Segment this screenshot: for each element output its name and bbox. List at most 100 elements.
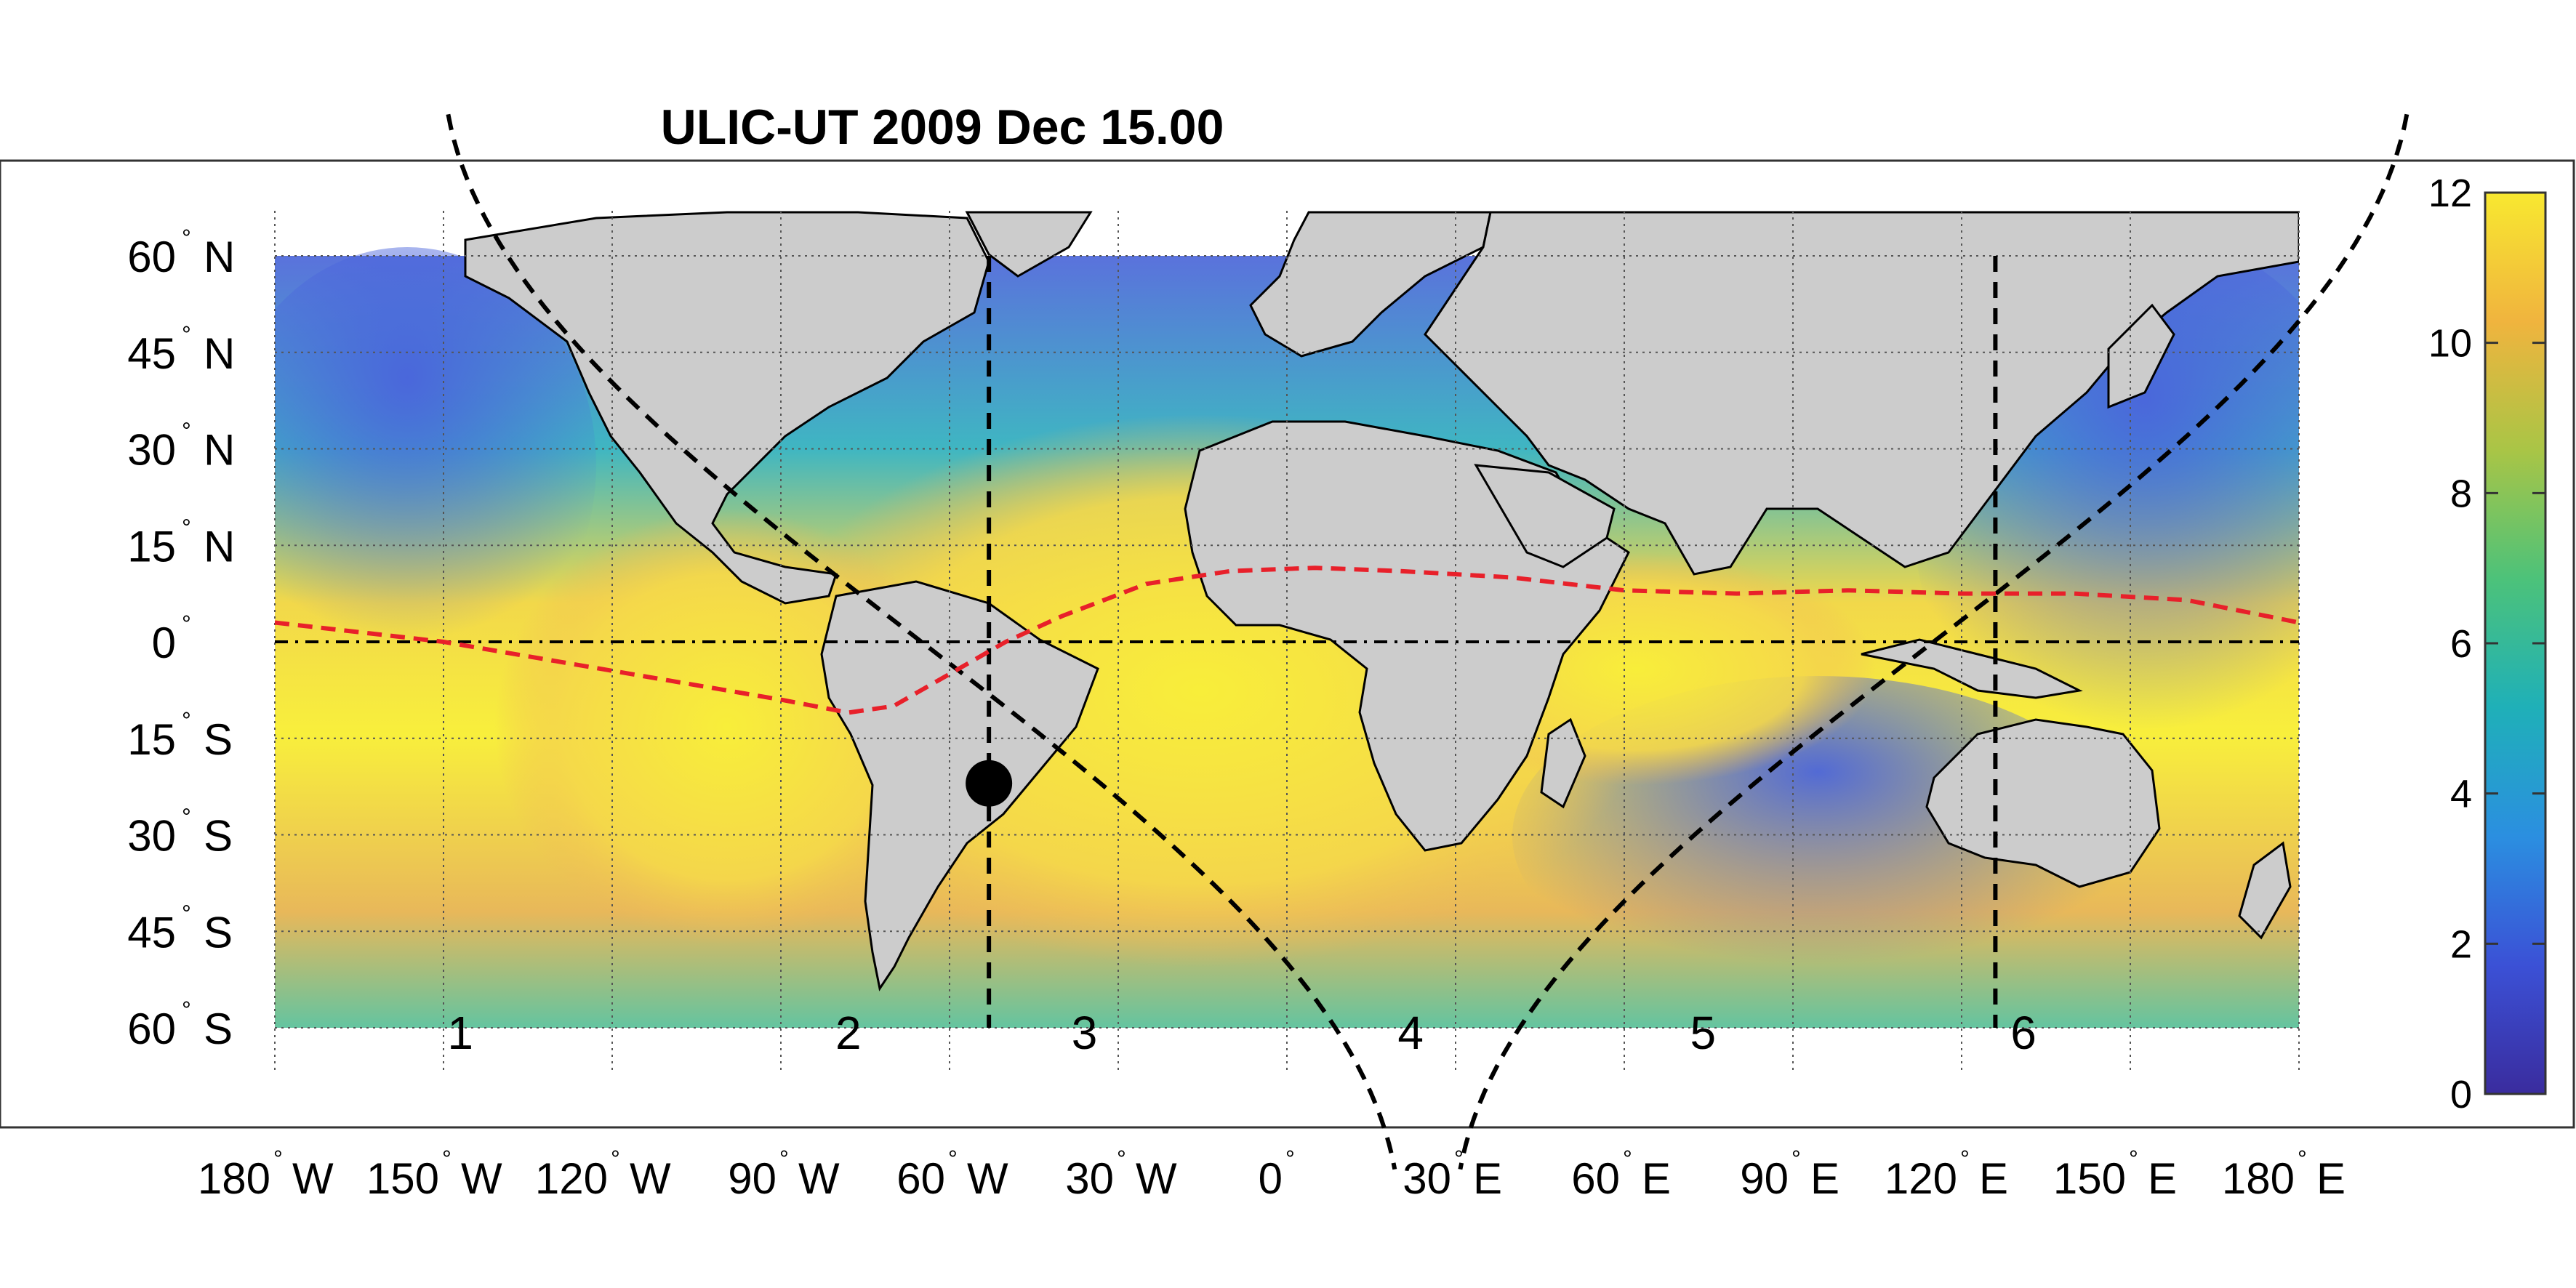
figure-title: ULIC-UT 2009 Dec 15.00	[661, 100, 1224, 155]
degree-symbol: °	[182, 611, 191, 637]
lon-direction: W	[461, 1154, 502, 1203]
land-masses	[464, 211, 2299, 991]
lon-tick-label: 90 ° E	[1740, 1146, 1839, 1203]
degree-symbol: °	[182, 997, 191, 1023]
lat-degree-value: 45	[127, 329, 176, 378]
colorbar-tick-label: 2	[2450, 922, 2472, 966]
australia-land	[1925, 718, 2161, 888]
lat-degree-value: 45	[127, 908, 176, 957]
degree-symbol: °	[1623, 1146, 1632, 1172]
degree-symbol: °	[2298, 1146, 2307, 1172]
lon-tick-label: 90 ° W	[728, 1146, 840, 1203]
lon-degree-value: 180	[198, 1154, 270, 1203]
lat-degree-value: 15	[127, 522, 176, 571]
lon-direction: E	[1642, 1154, 1671, 1203]
lon-degree-value: 150	[2053, 1154, 2126, 1203]
new-zealand-land	[2238, 841, 2292, 940]
region-number-label: 4	[1397, 1007, 1424, 1059]
lat-direction: S	[204, 715, 233, 764]
lat-tick-label: 15 ° N	[127, 514, 235, 571]
lon-direction: W	[292, 1154, 334, 1203]
lat-direction: N	[204, 522, 235, 571]
lat-degree-value: 60	[127, 233, 176, 281]
degree-symbol: °	[1117, 1146, 1126, 1172]
lon-degree-value: 120	[1885, 1154, 1957, 1203]
lon-direction: E	[1810, 1154, 1839, 1203]
region-labels: 1 2 3 4 5 6	[447, 1007, 2036, 1059]
colorbar-ticks: 0 2 4 6 8 10 12	[2428, 172, 2545, 1116]
lon-direction: E	[2316, 1154, 2346, 1203]
region-number-label: 2	[835, 1007, 862, 1059]
lat-tick-label: 60 ° N	[127, 225, 235, 281]
degree-symbol: °	[779, 1146, 789, 1172]
lon-tick-label: 30 ° W	[1065, 1146, 1177, 1203]
north-america-land	[464, 211, 990, 605]
degree-symbol: °	[182, 707, 191, 733]
colorbar-tick-label: 8	[2450, 472, 2472, 515]
degree-symbol: °	[1285, 1146, 1295, 1172]
lat-tick-label: 0 °	[152, 611, 191, 667]
degree-symbol: °	[182, 225, 191, 251]
degree-symbol: °	[182, 804, 191, 830]
degree-symbol: °	[1791, 1146, 1801, 1172]
lon-degree-value: 90	[728, 1154, 777, 1203]
region-number-label: 5	[1690, 1007, 1716, 1059]
lat-tick-label: 60 ° S	[127, 997, 233, 1053]
degree-symbol: °	[273, 1146, 283, 1172]
station-marker	[966, 760, 1013, 807]
latitude-labels: 60 ° N45 ° N30 ° N15 ° N0 °15 ° S30 ° S45 ° S60 ° S	[127, 225, 235, 1053]
lon-degree-value: 150	[366, 1154, 439, 1203]
lon-tick-label: 150 ° E	[2053, 1146, 2177, 1203]
degree-symbol: °	[948, 1146, 958, 1172]
degree-symbol: °	[182, 418, 191, 444]
lon-degree-value: 0	[1259, 1154, 1283, 1203]
lat-tick-label: 15 ° S	[127, 707, 233, 764]
degree-symbol: °	[611, 1146, 620, 1172]
lon-tick-label: 60 ° E	[1571, 1146, 1671, 1203]
lon-tick-label: 120 ° E	[1885, 1146, 2008, 1203]
lon-degree-value: 60	[1571, 1154, 1620, 1203]
lat-direction: N	[204, 233, 235, 281]
lat-direction: N	[204, 426, 235, 475]
lon-direction: W	[1136, 1154, 1177, 1203]
lon-direction: W	[630, 1154, 671, 1203]
degree-symbol: °	[182, 514, 191, 540]
lat-direction: S	[204, 1005, 233, 1053]
colorbar-tick-label: 4	[2450, 773, 2472, 816]
lon-tick-label: 30 ° E	[1403, 1146, 1502, 1203]
colorbar-tick-label: 12	[2428, 172, 2472, 215]
graticule	[274, 211, 2300, 1072]
colorbar-tick-label: 0	[2450, 1073, 2472, 1116]
lon-tick-label: 120 ° W	[535, 1146, 671, 1203]
lon-tick-label: 150 ° W	[366, 1146, 502, 1203]
lon-tick-label: 0 °	[1259, 1146, 1295, 1203]
degree-symbol: °	[1960, 1146, 1970, 1172]
overlay-lines	[274, 113, 2410, 1170]
lon-direction: E	[1979, 1154, 2008, 1203]
lat-degree-value: 60	[127, 1005, 176, 1053]
arabia-land	[1474, 464, 1616, 568]
lat-degree-value: 0	[152, 619, 176, 667]
lon-degree-value: 30	[1403, 1154, 1451, 1203]
lon-degree-value: 90	[1740, 1154, 1789, 1203]
lat-degree-value: 15	[127, 715, 176, 764]
region-number-label: 6	[2010, 1007, 2037, 1059]
greenland-land	[965, 211, 1093, 278]
lon-degree-value: 120	[535, 1154, 608, 1203]
south-america-land	[820, 580, 1099, 991]
lon-direction: E	[2148, 1154, 2177, 1203]
degree-symbol: °	[2129, 1146, 2138, 1172]
region-number-label: 1	[447, 1007, 473, 1059]
degree-symbol: °	[182, 900, 191, 926]
lon-degree-value: 60	[896, 1154, 945, 1203]
lat-direction: S	[204, 812, 233, 861]
madagascar-land	[1540, 717, 1586, 809]
degree-symbol: °	[1454, 1146, 1464, 1172]
lat-direction: N	[204, 329, 235, 378]
lon-tick-label: 60 ° W	[896, 1146, 1008, 1203]
lat-tick-label: 30 ° N	[127, 418, 235, 475]
map-area	[275, 211, 2299, 1028]
lon-direction: W	[967, 1154, 1008, 1203]
sunset-terminator-line	[1458, 113, 2410, 1170]
